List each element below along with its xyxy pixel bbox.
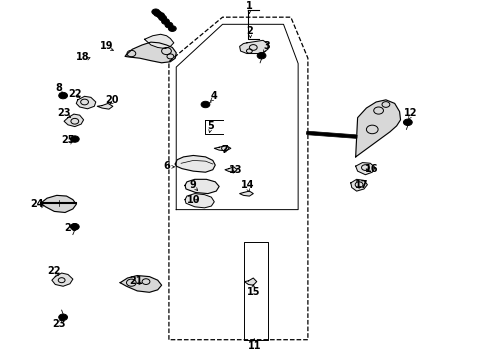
Text: 9: 9 xyxy=(189,180,196,190)
Polygon shape xyxy=(120,275,161,292)
Text: 6: 6 xyxy=(163,161,169,171)
Polygon shape xyxy=(125,42,176,63)
Polygon shape xyxy=(239,40,267,54)
Text: 13: 13 xyxy=(228,166,242,175)
Polygon shape xyxy=(244,278,256,285)
Polygon shape xyxy=(355,163,374,175)
Text: 1: 1 xyxy=(245,1,252,12)
Circle shape xyxy=(70,136,79,142)
Text: 22: 22 xyxy=(68,89,81,99)
Text: 21: 21 xyxy=(129,276,142,286)
Text: 15: 15 xyxy=(246,287,260,297)
Circle shape xyxy=(70,224,79,230)
Circle shape xyxy=(152,9,159,15)
Circle shape xyxy=(161,19,169,24)
Polygon shape xyxy=(214,145,230,151)
Text: 22: 22 xyxy=(47,266,61,276)
Polygon shape xyxy=(355,100,400,157)
Circle shape xyxy=(157,13,164,18)
Circle shape xyxy=(257,53,265,59)
Text: 14: 14 xyxy=(241,180,254,190)
Text: 3: 3 xyxy=(263,41,269,51)
Polygon shape xyxy=(224,167,237,172)
Text: 7: 7 xyxy=(221,145,228,155)
Polygon shape xyxy=(64,114,83,127)
Circle shape xyxy=(158,15,166,21)
Text: 10: 10 xyxy=(186,195,200,204)
Circle shape xyxy=(59,93,67,99)
Circle shape xyxy=(403,119,411,126)
Text: 23: 23 xyxy=(52,319,66,329)
Text: 18: 18 xyxy=(76,52,89,62)
Polygon shape xyxy=(175,156,215,172)
Text: 25: 25 xyxy=(61,135,75,145)
Text: 26: 26 xyxy=(64,223,78,233)
Text: 24: 24 xyxy=(30,199,44,209)
Text: 2: 2 xyxy=(245,26,252,36)
Text: 16: 16 xyxy=(364,164,377,174)
Text: 11: 11 xyxy=(247,341,261,351)
Circle shape xyxy=(59,314,67,320)
Polygon shape xyxy=(97,103,113,109)
Text: 8: 8 xyxy=(56,84,62,94)
Text: 17: 17 xyxy=(354,180,367,190)
Text: 4: 4 xyxy=(210,91,217,101)
Text: 12: 12 xyxy=(403,108,416,118)
Polygon shape xyxy=(52,273,73,286)
Circle shape xyxy=(164,22,172,28)
Text: 5: 5 xyxy=(206,121,213,131)
Polygon shape xyxy=(184,179,219,194)
Circle shape xyxy=(168,26,176,31)
Polygon shape xyxy=(184,194,214,208)
Text: 23: 23 xyxy=(57,108,71,118)
Text: 19: 19 xyxy=(100,41,114,51)
Circle shape xyxy=(201,101,209,108)
Polygon shape xyxy=(76,96,96,109)
Text: 20: 20 xyxy=(105,95,119,105)
Circle shape xyxy=(154,11,161,17)
Polygon shape xyxy=(144,34,173,49)
Polygon shape xyxy=(350,179,366,191)
Polygon shape xyxy=(239,191,253,196)
Polygon shape xyxy=(41,195,76,212)
